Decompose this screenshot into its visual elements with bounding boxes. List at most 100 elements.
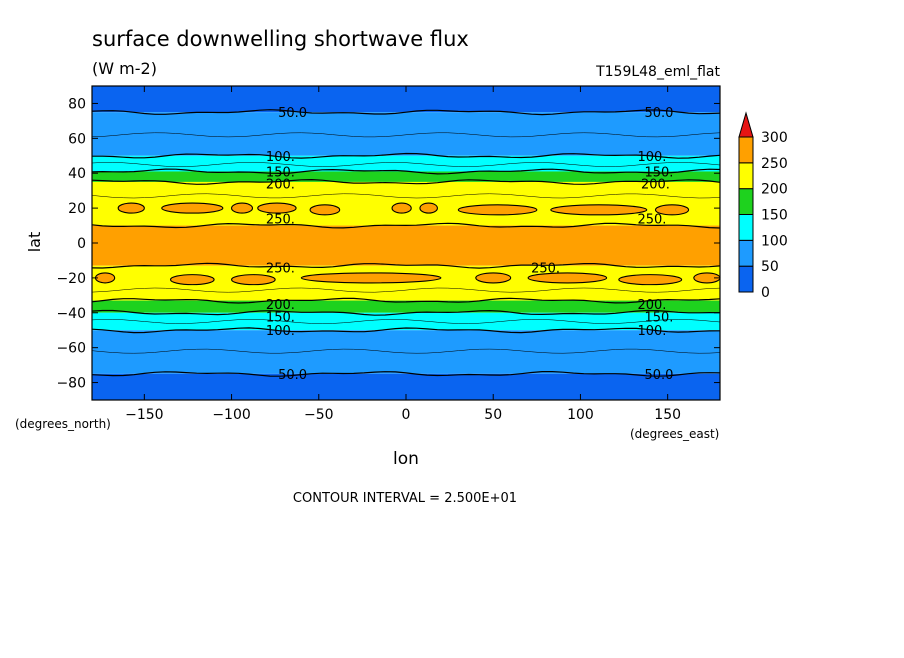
colorbar-swatch bbox=[738, 239, 754, 267]
colorbar-swatch bbox=[738, 265, 754, 293]
contour-line-minor bbox=[91, 319, 721, 324]
x-tick-label: 100 bbox=[567, 407, 594, 423]
axis-ticks: −150 −100 −50 0 50 100 150 80 60 40 20 0 −20 −40 −60 −8… bbox=[56, 86, 720, 423]
flux-contour-island bbox=[475, 272, 512, 284]
flux-contour-island bbox=[161, 202, 224, 214]
x-tick-label: −50 bbox=[304, 407, 334, 423]
x-tick-label: 0 bbox=[402, 407, 411, 423]
contour-label: 100. bbox=[266, 324, 295, 339]
colorbar-label: 0 bbox=[761, 285, 770, 301]
flux-contour-island bbox=[231, 274, 276, 286]
contour-label: 150. bbox=[644, 165, 673, 180]
contour-line bbox=[91, 327, 721, 334]
y-tick-label: 20 bbox=[68, 201, 86, 217]
flux-band bbox=[92, 225, 720, 266]
contour-line bbox=[91, 371, 721, 377]
contour-label: 100. bbox=[637, 324, 666, 339]
chart-subtitle: (W m-2) bbox=[92, 59, 157, 78]
contour-line bbox=[91, 262, 721, 269]
flux-contour-island bbox=[527, 272, 608, 284]
colorbar-swatch bbox=[738, 214, 754, 241]
colorbar-overflow-arrow bbox=[738, 111, 754, 138]
y-tick-label: −20 bbox=[56, 271, 86, 287]
flux-contour-island bbox=[169, 274, 215, 286]
colorbar-swatch bbox=[738, 136, 754, 164]
contour-label: 200. bbox=[641, 178, 670, 193]
flux-band bbox=[92, 312, 720, 331]
contour-line bbox=[92, 152, 721, 159]
x-tick-label: −100 bbox=[212, 407, 250, 423]
contour-label: 200. bbox=[266, 178, 295, 193]
x-axis-label: lon bbox=[393, 449, 419, 469]
contour-line bbox=[91, 222, 721, 229]
flux-contour-island bbox=[94, 272, 116, 284]
contour-label: 50.0 bbox=[644, 368, 673, 383]
flux-contour-island bbox=[117, 202, 145, 214]
contour-line-minor bbox=[91, 193, 721, 199]
y-tick-label: −80 bbox=[56, 376, 86, 392]
contour-line-minor bbox=[91, 348, 721, 354]
flux-band bbox=[92, 171, 720, 182]
contour-label: 50.0 bbox=[278, 106, 307, 121]
x-units-label: (degrees_east) bbox=[630, 427, 719, 441]
contour-line-minor bbox=[91, 132, 721, 138]
contour-label: 100. bbox=[266, 150, 295, 165]
colorbar-swatch bbox=[738, 162, 754, 190]
flux-band bbox=[92, 112, 720, 156]
y-tick-label: −60 bbox=[56, 341, 86, 357]
flux-contour-island bbox=[300, 272, 442, 284]
y-tick-label: −40 bbox=[56, 306, 86, 322]
contour-label: 200. bbox=[266, 298, 295, 313]
contour-label: 100. bbox=[637, 150, 666, 165]
y-tick-label: 0 bbox=[77, 236, 86, 252]
y-tick-label: 60 bbox=[68, 131, 86, 147]
colorbar-swatch bbox=[738, 188, 754, 216]
y-axis-label: lat bbox=[25, 232, 44, 253]
colorbar-label: 200 bbox=[761, 182, 788, 198]
contour-line bbox=[91, 109, 721, 116]
colorbar-label: 100 bbox=[761, 233, 788, 249]
flux-band bbox=[92, 155, 720, 172]
flux-contour-island bbox=[457, 204, 538, 216]
flux-contour-island bbox=[391, 202, 412, 214]
contour-label: 150. bbox=[266, 310, 295, 325]
chart-title: surface downwelling shortwave flux bbox=[92, 27, 469, 51]
y-tick-label: 40 bbox=[68, 166, 86, 182]
contour-label: 50.0 bbox=[278, 368, 307, 383]
flux-contour-island bbox=[257, 202, 297, 214]
colorbar-label: 150 bbox=[761, 208, 788, 224]
contour-label: 200. bbox=[637, 298, 666, 313]
contour-label: 50.0 bbox=[644, 106, 673, 121]
colorbar-label: 300 bbox=[761, 130, 788, 146]
run-label: T159L48_eml_flat bbox=[595, 64, 720, 80]
flux-contour-island bbox=[309, 204, 341, 216]
flux-contour-island bbox=[618, 274, 683, 286]
contour-line bbox=[91, 168, 721, 175]
y-units-label: (degrees_north) bbox=[15, 417, 111, 431]
flux-band bbox=[92, 330, 720, 374]
contour-line bbox=[91, 178, 721, 185]
x-tick-label: 50 bbox=[484, 407, 502, 423]
contour-line bbox=[91, 297, 721, 304]
y-tick-label: 80 bbox=[68, 96, 86, 112]
contour-interval-note: CONTOUR INTERVAL = 2.500E+01 bbox=[293, 491, 517, 506]
flux-contour-island bbox=[231, 202, 254, 214]
contour-line-minor bbox=[91, 287, 721, 293]
colorbar-label: 250 bbox=[761, 156, 788, 172]
flux-contour-island bbox=[654, 204, 690, 216]
contour-line-minor bbox=[91, 162, 721, 167]
contour-line bbox=[91, 309, 721, 316]
contour-label: 150. bbox=[266, 165, 295, 180]
colorbar-label: 50 bbox=[761, 259, 779, 275]
x-tick-label: −150 bbox=[125, 407, 163, 423]
flux-contour-island bbox=[419, 202, 438, 214]
colorbar: 0 50 100 150 200 250 300 bbox=[738, 111, 788, 301]
x-tick-label: 150 bbox=[654, 407, 681, 423]
flux-contour-island bbox=[550, 204, 648, 216]
contour-label: 250. bbox=[531, 261, 560, 276]
contour-label: 250. bbox=[266, 213, 295, 228]
flux-band bbox=[92, 300, 720, 313]
